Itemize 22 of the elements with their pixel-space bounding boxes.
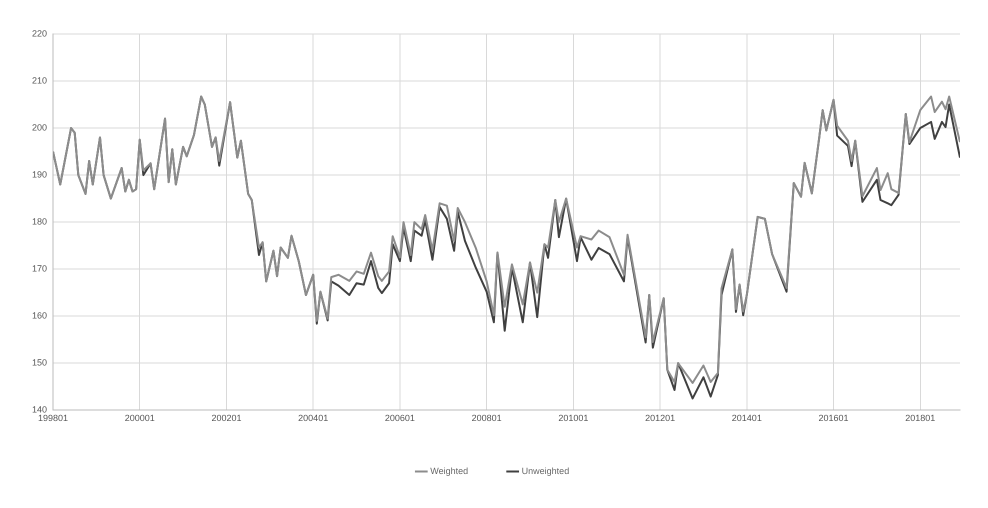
x-tick-label: 200601 <box>384 413 415 424</box>
x-tick-label: 200201 <box>211 413 242 424</box>
y-tick-label: 180 <box>32 216 48 227</box>
legend-label: Weighted <box>430 466 468 476</box>
x-tick-label: 200401 <box>298 413 328 424</box>
y-tick-label: 160 <box>32 310 48 321</box>
x-tick-label: 201801 <box>905 413 936 424</box>
x-tick-label: 199801 <box>38 413 68 424</box>
x-tick-label: 201001 <box>558 413 588 424</box>
y-tick-label: 200 <box>32 122 48 133</box>
x-tick-label: 201201 <box>645 413 676 424</box>
y-tick-label: 170 <box>32 264 48 274</box>
x-tick-label: 201401 <box>732 413 762 424</box>
y-tick-label: 190 <box>32 170 48 180</box>
x-tick-label: 200001 <box>124 413 155 424</box>
y-tick-label: 210 <box>32 76 48 86</box>
y-tick-label: 150 <box>32 358 48 368</box>
x-tick-label: 201601 <box>818 413 849 424</box>
y-tick-label: 220 <box>32 28 48 38</box>
legend-label: Unweighted <box>522 466 570 476</box>
y-tick-label: 140 <box>32 404 48 415</box>
x-tick-label: 200801 <box>472 413 502 424</box>
